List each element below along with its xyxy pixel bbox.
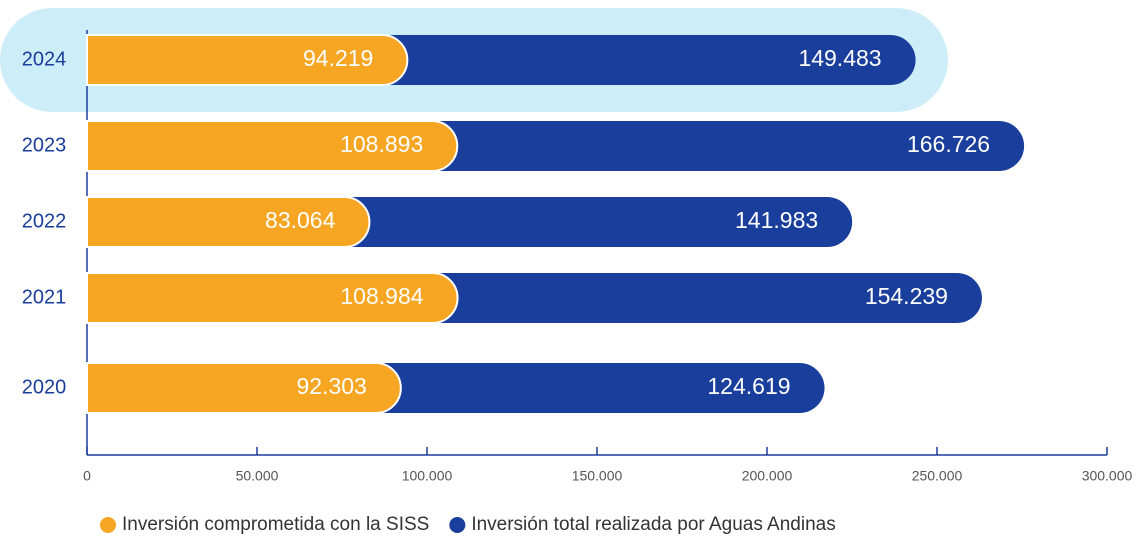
value-label: 166.726 xyxy=(907,131,990,157)
x-tick-label: 50.000 xyxy=(236,468,279,484)
value-label: 108.984 xyxy=(340,283,423,309)
x-tick-label: 150.000 xyxy=(572,468,623,484)
y-tick-label: 2023 xyxy=(22,134,67,156)
bar xyxy=(86,34,409,86)
value-label: 108.893 xyxy=(340,131,423,157)
value-label: 83.064 xyxy=(265,207,336,233)
x-tick-label: 250.000 xyxy=(912,468,963,484)
y-tick-label: 2022 xyxy=(22,210,67,232)
legend-marker xyxy=(100,517,116,533)
legend-marker xyxy=(449,517,466,533)
bar xyxy=(86,272,459,324)
value-label: 154.239 xyxy=(865,283,948,309)
bar xyxy=(86,196,371,248)
x-tick-label: 300.000 xyxy=(1082,468,1133,484)
y-tick-label: 2024 xyxy=(22,48,67,70)
x-tick-label: 100.000 xyxy=(402,468,453,484)
legend-label: Inversión comprometida con la SISS xyxy=(122,514,429,535)
value-label: 149.483 xyxy=(798,45,881,71)
bar xyxy=(86,362,402,414)
bar xyxy=(86,120,459,172)
legend-label: Inversión total realizada por Aguas Andi… xyxy=(471,514,835,535)
value-label: 92.303 xyxy=(296,373,366,399)
value-label: 124.619 xyxy=(707,373,790,399)
value-label: 94.219 xyxy=(303,45,373,71)
x-tick-label: 0 xyxy=(83,468,91,484)
y-tick-label: 2020 xyxy=(22,376,67,398)
value-label: 141.983 xyxy=(735,207,818,233)
x-tick-label: 200.000 xyxy=(742,468,793,484)
y-tick-label: 2021 xyxy=(22,286,67,308)
